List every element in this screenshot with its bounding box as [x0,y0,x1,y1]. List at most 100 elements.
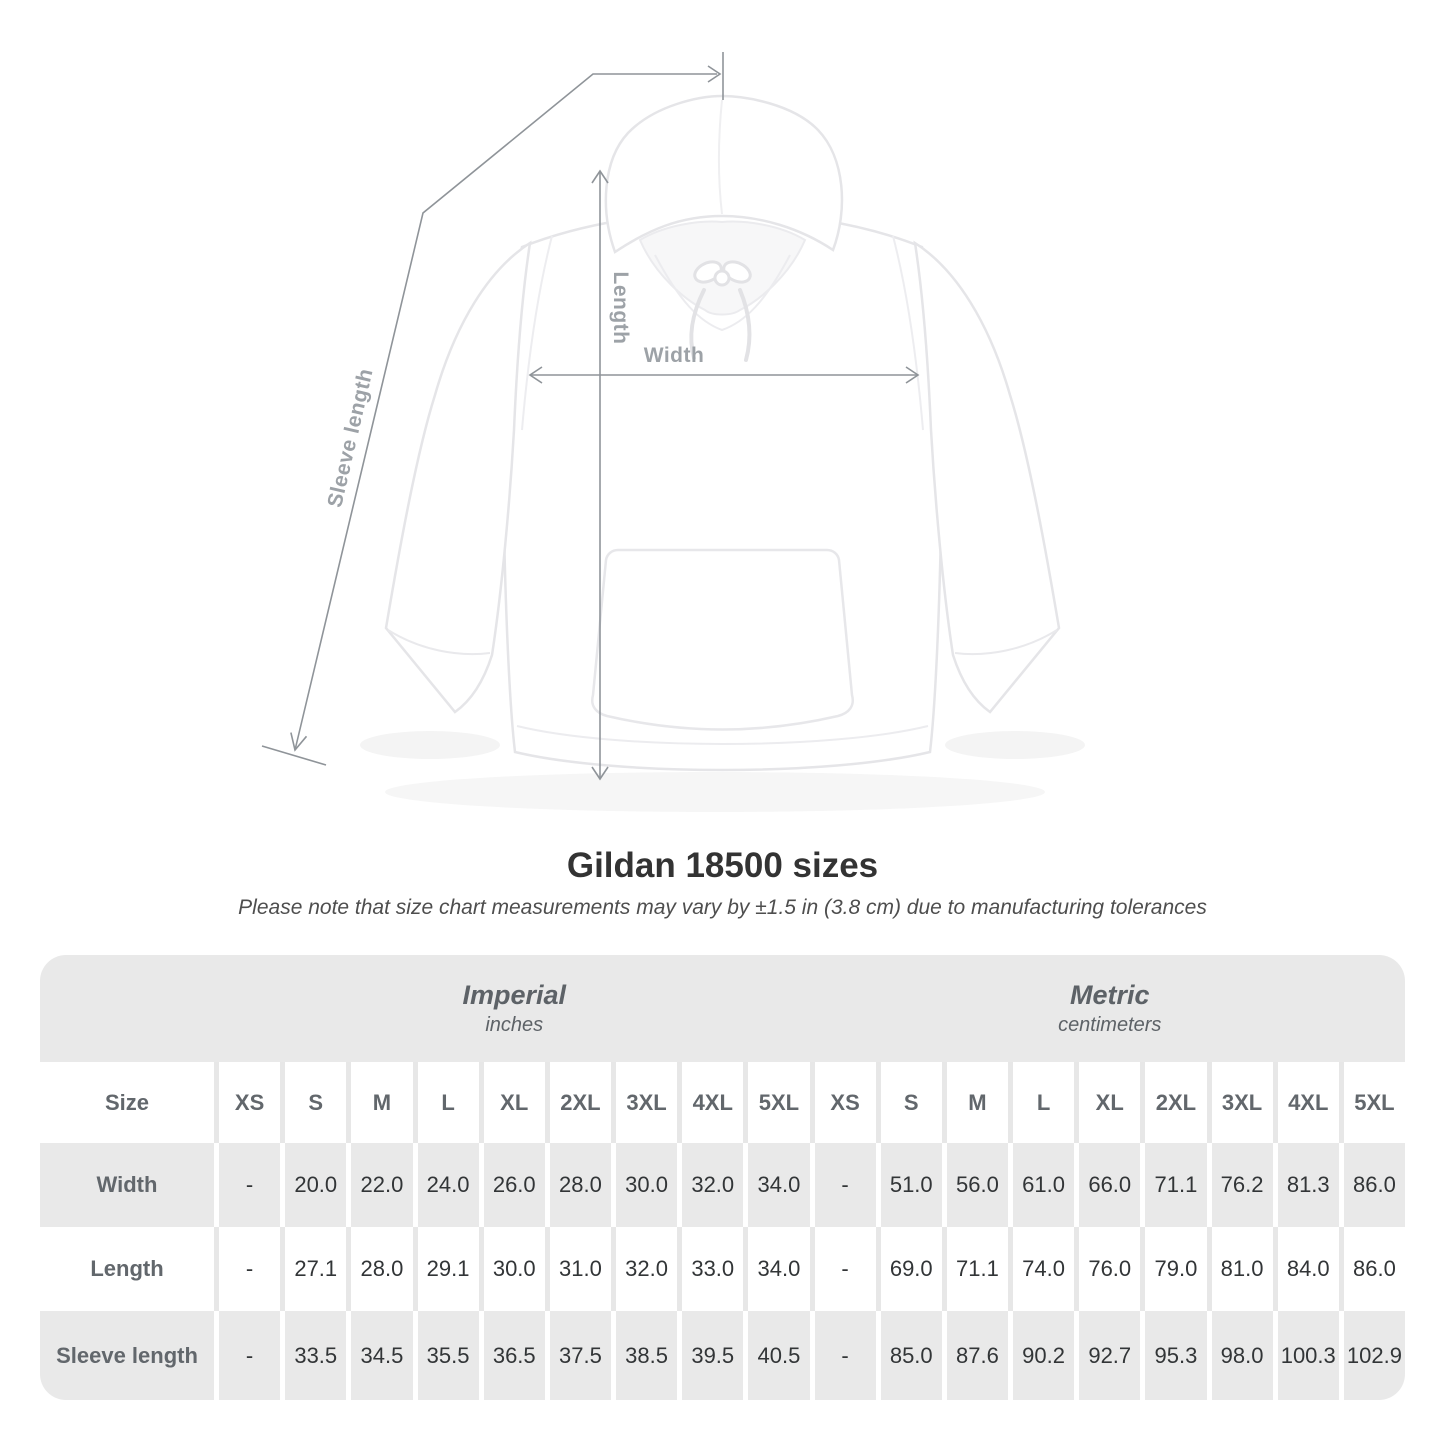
width-arrow-right-icon [905,366,920,384]
hoodie-illustration [261,52,1085,781]
table-cell-text: 71.1 [956,1256,999,1281]
size-header-cell-text: 4XL [1288,1089,1329,1115]
table-cell: - [219,1227,281,1311]
table-cell-text: 79.0 [1154,1256,1198,1281]
sleeve-arrow-down-icon [290,732,308,752]
table-cell-text: 61.0 [1022,1172,1065,1197]
size-header-cell-text: M [372,1089,392,1115]
table-cell-text: 32.0 [625,1256,668,1281]
size-header-cell: M [351,1062,413,1143]
table-cell-text: 71.1 [1154,1172,1198,1197]
table-cell-text: 24.0 [426,1172,470,1197]
imperial-group-name: Imperial [462,980,567,1010]
cuff-shadow-left [360,731,500,759]
metric-group-name: Metric [1069,980,1150,1010]
size-header-cell-text: XL [1095,1089,1124,1115]
size-table: Imperial inches Metric centimeters Size X… [40,955,1405,1400]
cuff-tick [261,745,327,766]
table-cell-text: - [841,1256,849,1281]
hood [604,94,844,254]
neckline-seam [654,254,791,332]
size-header-cell-text: 3XL [626,1089,667,1115]
table-cell: 22.0 [351,1143,413,1227]
tolerance-note: Please note that size chart measurements… [238,896,1207,919]
table-row-label-text: Sleeve length [56,1342,198,1368]
table-cell-text: 76.2 [1220,1172,1264,1197]
table-cell-text: 30.0 [625,1172,668,1197]
table-cell-text: 87.6 [956,1342,999,1368]
hem-band [516,725,929,745]
table-cell-text: 29.1 [426,1256,470,1281]
table-cell: 71.1 [946,1227,1008,1311]
imperial-group-header: Imperial inches [219,955,810,1062]
size-header-cell: 3XL [1211,1062,1273,1143]
table-cell: 76.0 [1079,1227,1141,1311]
table-cell-text: 32.0 [691,1172,735,1197]
table-cell: 28.0 [351,1227,413,1311]
size-header-cell-text: 2XL [1155,1089,1197,1115]
size-header-cell: S [285,1062,347,1143]
table-cell-text: 66.0 [1088,1172,1132,1197]
sleeve-arrow-right-icon [707,65,722,83]
size-header-cell: XS [219,1062,281,1143]
size-header-cell: 2XL [549,1062,611,1143]
table-cell-text: 36.5 [492,1342,536,1368]
width-measure-label: Width [643,344,705,367]
table-cell-text: 74.0 [1022,1256,1065,1281]
table-cell-text: 85.0 [889,1342,933,1368]
table-cell-text: 27.1 [294,1256,338,1281]
table-cell-text: - [245,1342,254,1368]
table-cell: 33.0 [682,1227,744,1311]
table-cell: 74.0 [1013,1227,1075,1311]
hoodie-sleeve-right [913,240,1061,714]
table-cell-text: 100.3 [1280,1342,1336,1368]
table-cell-text: 38.5 [625,1342,668,1368]
cuff-seam-left [387,629,491,656]
table-cell: 76.2 [1211,1143,1273,1227]
size-header-cell-text: XS [234,1089,265,1115]
metric-group-unit: centimeters [1058,1014,1162,1036]
table-cell-text: 76.0 [1088,1256,1132,1281]
table-cell: 30.0 [483,1227,545,1311]
drawstring-left [689,288,706,360]
drawstring-right [738,288,752,362]
table-cell: 38.5 [616,1311,678,1400]
table-cell: 102.9 [1343,1311,1405,1400]
table-cell: 33.5 [285,1311,347,1400]
table-cell: 86.0 [1343,1227,1405,1311]
size-header-cell-text: 3XL [1221,1089,1263,1115]
size-header-cell-text: XS [830,1089,860,1115]
table-cell: 34.0 [748,1143,810,1227]
table-cell: 39.5 [682,1311,744,1400]
table-cell-text: 92.7 [1088,1342,1132,1368]
table-cell-text: - [245,1172,254,1197]
table-cell-text: 98.0 [1220,1342,1264,1368]
table-cell: 34.0 [748,1227,810,1311]
size-header-cell-text: 2XL [560,1089,601,1115]
armhole-seam-left [521,235,553,431]
table-cell: - [219,1311,281,1400]
table-cell-text: 33.0 [691,1256,735,1281]
table-cell: 28.0 [549,1143,611,1227]
table-cell-text: 35.5 [426,1342,470,1368]
length-arrow-down-icon [591,766,609,781]
table-cell-text: 39.5 [691,1342,735,1368]
table-cell: 32.0 [682,1143,744,1227]
kangaroo-pocket [591,548,854,731]
table-cell-text: 30.0 [492,1256,536,1281]
table-cell-text: 86.0 [1353,1172,1396,1197]
size-header-cell-text: 5XL [758,1089,800,1115]
size-header-cell: XL [483,1062,545,1143]
metric-group-header: Metric centimeters [815,955,1406,1062]
size-header-cell: M [946,1062,1008,1143]
cuff-seam-right [954,629,1058,656]
table-cell: 90.2 [1013,1311,1075,1400]
table-cell-text: - [841,1342,849,1368]
table-cell: 36.5 [483,1311,545,1400]
table-cell-text: 56.0 [956,1172,999,1197]
table-cell-text: - [245,1256,254,1281]
table-cell: 61.0 [1013,1143,1075,1227]
size-header-cell: 5XL [748,1062,810,1143]
size-header-cell-text: 5XL [1354,1089,1395,1115]
table-cell-text: 22.0 [360,1172,404,1197]
